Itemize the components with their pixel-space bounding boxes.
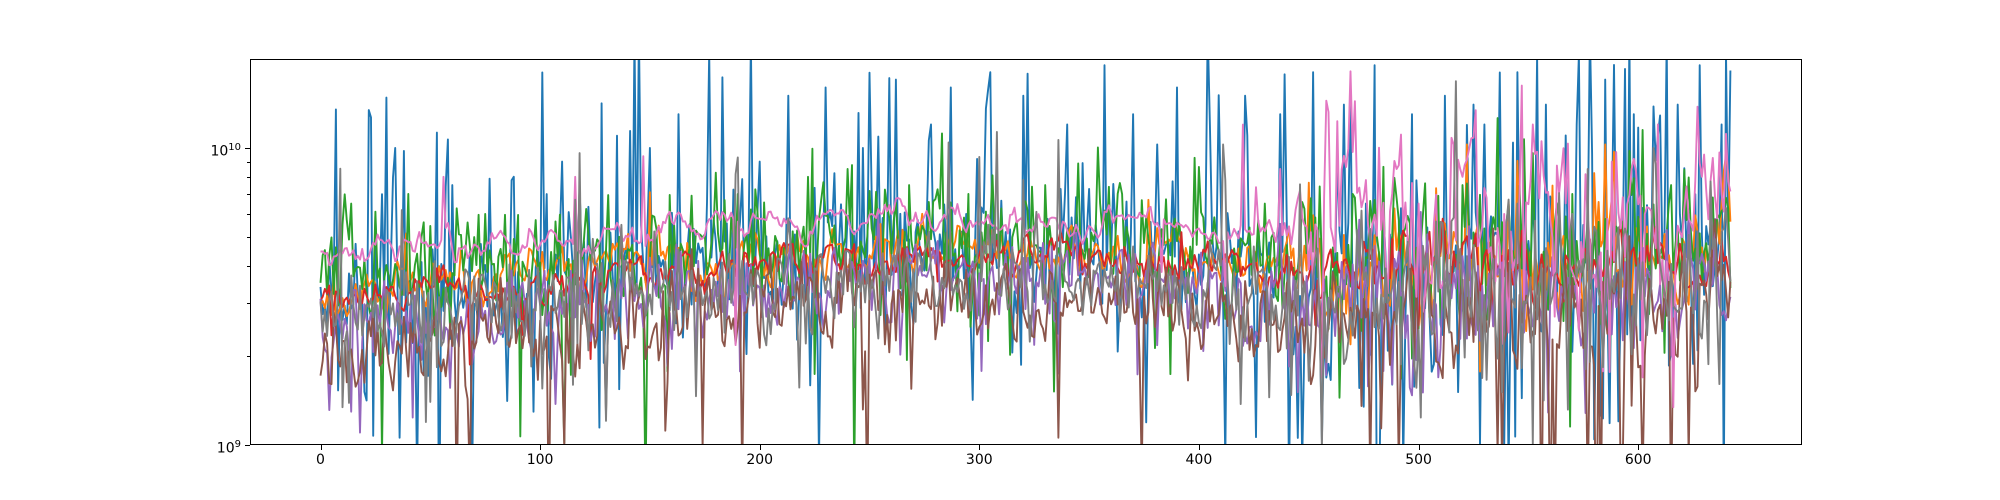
y-tick-minor [247,176,250,178]
x-tick [759,445,761,450]
y-tick-label-exponent: 9 [234,439,241,450]
plot-area [250,59,1802,445]
x-tick-label: 0 [316,452,325,468]
x-tick-label: 400 [1185,452,1213,468]
x-tick [540,445,542,450]
x-tick [320,445,322,450]
x-tick [979,445,981,450]
y-tick-label-base: 10 [210,143,229,160]
y-tick-label: 1010 [0,139,241,161]
x-tick [1198,445,1200,450]
y-tick-minor [247,303,250,305]
y-tick-minor [247,161,250,163]
series-C7-line [319,80,1732,445]
y-tick-major [245,148,250,149]
y-tick-minor [247,266,250,268]
y-tick-minor [247,194,250,195]
y-tick-label-exponent: 10 [228,142,241,153]
y-tick-label: 109 [0,436,241,458]
x-tick [1638,445,1640,450]
y-tick-minor [247,213,250,215]
x-tick [1418,445,1420,450]
series-C6-line [320,70,1732,409]
x-tick-label: 600 [1624,452,1652,468]
series-C2-line [319,117,1732,445]
x-tick-label: 300 [965,452,993,468]
y-tick-label-base: 10 [216,440,235,457]
x-tick-label: 100 [526,452,554,468]
x-tick-label: 500 [1405,452,1432,468]
axes-spines [250,59,1802,445]
y-tick-minor [247,355,250,357]
y-tick-minor [247,237,250,239]
x-tick-label: 200 [746,452,774,468]
line-chart-svg [250,59,1802,445]
y-tick-major [245,445,250,446]
